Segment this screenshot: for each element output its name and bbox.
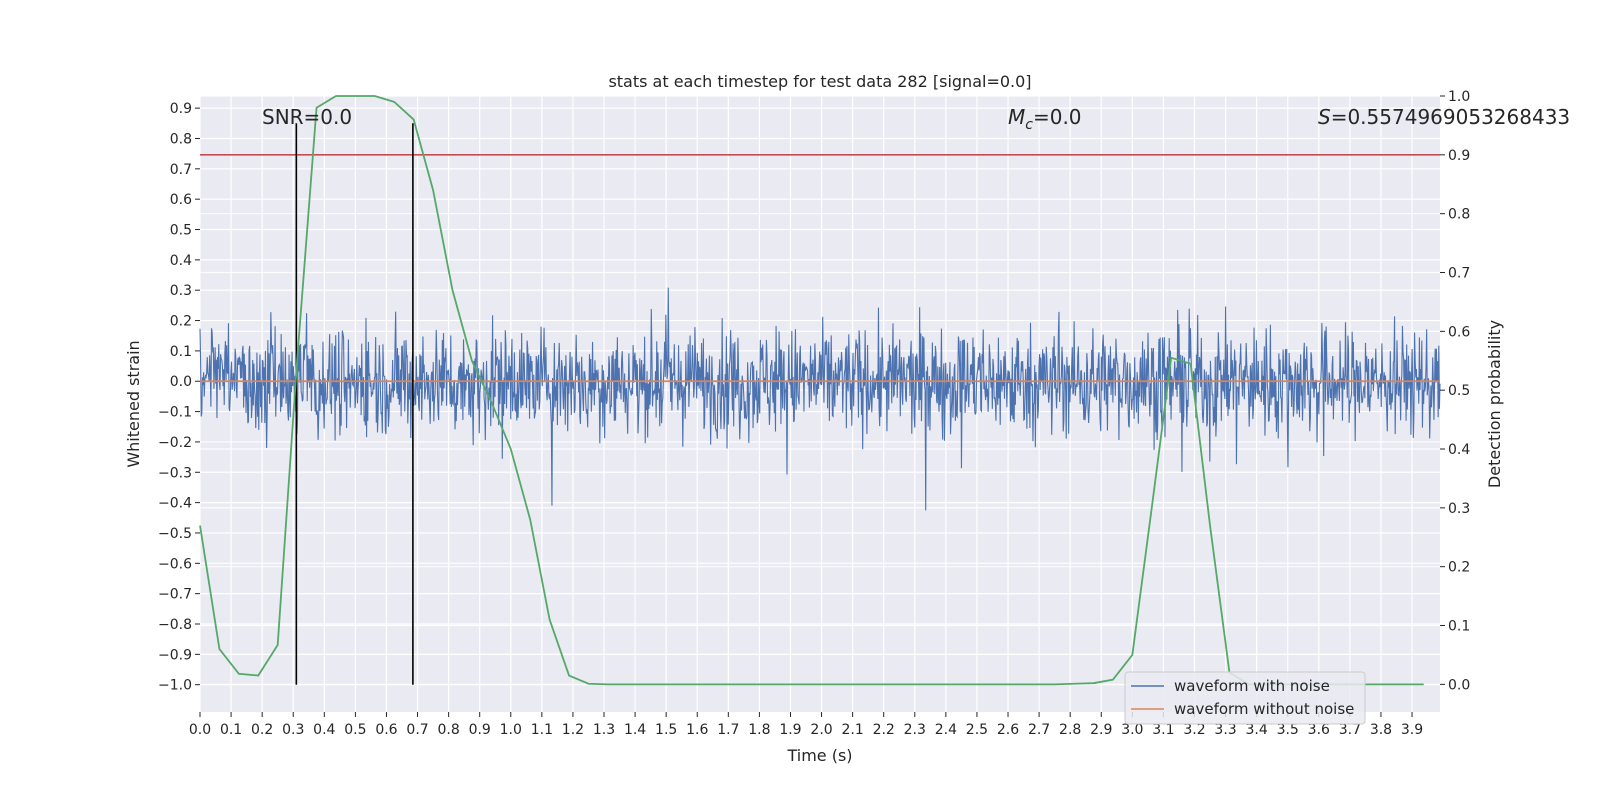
y2-tick-label: 0.6 xyxy=(1448,324,1470,340)
y-tick-label: −0.7 xyxy=(158,587,192,603)
y-tick-label: 0.3 xyxy=(170,283,192,299)
x-tick-label: 2.5 xyxy=(966,722,988,738)
x-tick-label: 3.6 xyxy=(1308,722,1330,738)
y-tick-label: −0.1 xyxy=(158,405,192,421)
y-tick-label: 0.7 xyxy=(170,162,192,178)
waveform-with-noise-line xyxy=(199,287,1441,511)
y2-tick-label: 0.9 xyxy=(1448,148,1470,164)
x-tick-label: 3.0 xyxy=(1121,722,1143,738)
x-tick-label: 2.0 xyxy=(810,722,832,738)
y2-tick-label: 0.8 xyxy=(1448,207,1470,223)
x-tick-label: 0.3 xyxy=(282,722,304,738)
x-tick-label: 0.1 xyxy=(220,722,242,738)
x-tick-label: 3.2 xyxy=(1183,722,1205,738)
mc-value: =0.0 xyxy=(1033,105,1082,129)
y-tick-label: −0.6 xyxy=(158,556,192,572)
x-tick-label: 3.9 xyxy=(1401,722,1423,738)
x-tick-label: 3.1 xyxy=(1152,722,1174,738)
x-tick-label: 1.6 xyxy=(686,722,708,738)
chart-title: stats at each timestep for test data 282… xyxy=(608,72,1031,91)
y-tick-label: −0.2 xyxy=(158,435,192,451)
y2-tick-label: 0.7 xyxy=(1448,266,1470,282)
y-tick-label: 0.6 xyxy=(170,192,192,208)
y-tick-label: 0.5 xyxy=(170,223,192,239)
x-tick-label: 1.0 xyxy=(500,722,522,738)
y-tick-label: −0.3 xyxy=(158,465,192,481)
x-tick-label: 3.4 xyxy=(1246,722,1268,738)
x-tick-label: 0.0 xyxy=(189,722,211,738)
x-tick-label: 1.3 xyxy=(593,722,615,738)
x-tick-label: 2.3 xyxy=(904,722,926,738)
x-tick-label: 3.5 xyxy=(1277,722,1299,738)
legend: waveform with noise waveform without noi… xyxy=(1124,671,1366,725)
y-tick-label: 0.8 xyxy=(170,131,192,147)
y-tick-label: 0.0 xyxy=(170,374,192,390)
x-tick-label: 0.5 xyxy=(344,722,366,738)
x-tick-label: 1.8 xyxy=(748,722,770,738)
x-tick-label: 3.3 xyxy=(1214,722,1236,738)
y-axis-label: Whitened strain xyxy=(124,340,143,467)
mc-symbol: M xyxy=(1008,105,1025,129)
snr-annotation: SNR=0.0 xyxy=(262,105,352,129)
y-tick-label: −0.9 xyxy=(158,647,192,663)
s-symbol: S xyxy=(1318,105,1331,129)
y-tick-label: −0.5 xyxy=(158,526,192,542)
axes-layer: 0.0 0.1 0.2 0.3 0.4 0.5 0.6 0.7 0.8 0.9 1.0 1.1 1.2 1… xyxy=(158,89,1470,738)
x-tick-label: 3.7 xyxy=(1339,722,1361,738)
x-tick-label: 1.7 xyxy=(717,722,739,738)
legend-box xyxy=(1124,671,1366,725)
y2-tick-label: 0.3 xyxy=(1448,501,1470,517)
x-tick-label: 1.2 xyxy=(562,722,584,738)
x-tick-label: 0.7 xyxy=(406,722,428,738)
s-value: =0.5574969053268433 xyxy=(1331,105,1570,129)
x-tick-label: 2.4 xyxy=(935,722,957,738)
x-tick-label: 1.9 xyxy=(779,722,801,738)
x-tick-label: 2.7 xyxy=(1028,722,1050,738)
x-tick-label: 1.5 xyxy=(655,722,677,738)
x-tick-label: 0.6 xyxy=(375,722,397,738)
y-tick-label: −0.8 xyxy=(158,617,192,633)
x-tick-label: 1.1 xyxy=(531,722,553,738)
x-tick-label: 0.2 xyxy=(251,722,273,738)
y2-tick-label: 0.5 xyxy=(1448,383,1470,399)
x-tick-label: 2.1 xyxy=(841,722,863,738)
s-annotation: S=0.5574969053268433 xyxy=(1318,105,1570,129)
y-tick-label: −0.4 xyxy=(158,496,192,512)
detection-probability-line xyxy=(199,95,1424,686)
lines-layer xyxy=(199,95,1440,686)
legend-label-clean: waveform without noise xyxy=(1174,700,1354,718)
y-tick-label: 0.4 xyxy=(170,253,192,269)
y2-tick-label: 0.2 xyxy=(1448,560,1470,576)
y2-axis-label: Detection probability xyxy=(1485,320,1504,488)
legend-label-noise: waveform with noise xyxy=(1174,677,1330,695)
y-tick-label: 0.9 xyxy=(170,101,192,117)
y-tick-label: −1.0 xyxy=(158,678,192,694)
y-tick-label: 0.1 xyxy=(170,344,192,360)
y2-tick-label: 1.0 xyxy=(1448,89,1470,105)
x-tick-label: 1.4 xyxy=(624,722,646,738)
y2-tick-label: 0.1 xyxy=(1448,619,1470,635)
mc-annotation: Mc=0.0 xyxy=(1008,105,1082,133)
mc-subscript: c xyxy=(1025,117,1033,133)
noise-series-layer xyxy=(199,287,1441,511)
x-tick-label: 2.6 xyxy=(997,722,1019,738)
x-tick-label: 0.4 xyxy=(313,722,335,738)
x-tick-label: 2.9 xyxy=(1090,722,1112,738)
x-tick-label: 3.8 xyxy=(1370,722,1392,738)
x-tick-label: 0.8 xyxy=(437,722,459,738)
y2-tick-label: 0.4 xyxy=(1448,442,1470,458)
x-axis-label: Time (s) xyxy=(786,746,852,765)
x-tick-label: 0.9 xyxy=(469,722,491,738)
x-tick-label: 2.2 xyxy=(873,722,895,738)
x-tick-label: 2.8 xyxy=(1059,722,1081,738)
y2-tick-label: 0.0 xyxy=(1448,677,1470,693)
y-tick-label: 0.2 xyxy=(170,314,192,330)
